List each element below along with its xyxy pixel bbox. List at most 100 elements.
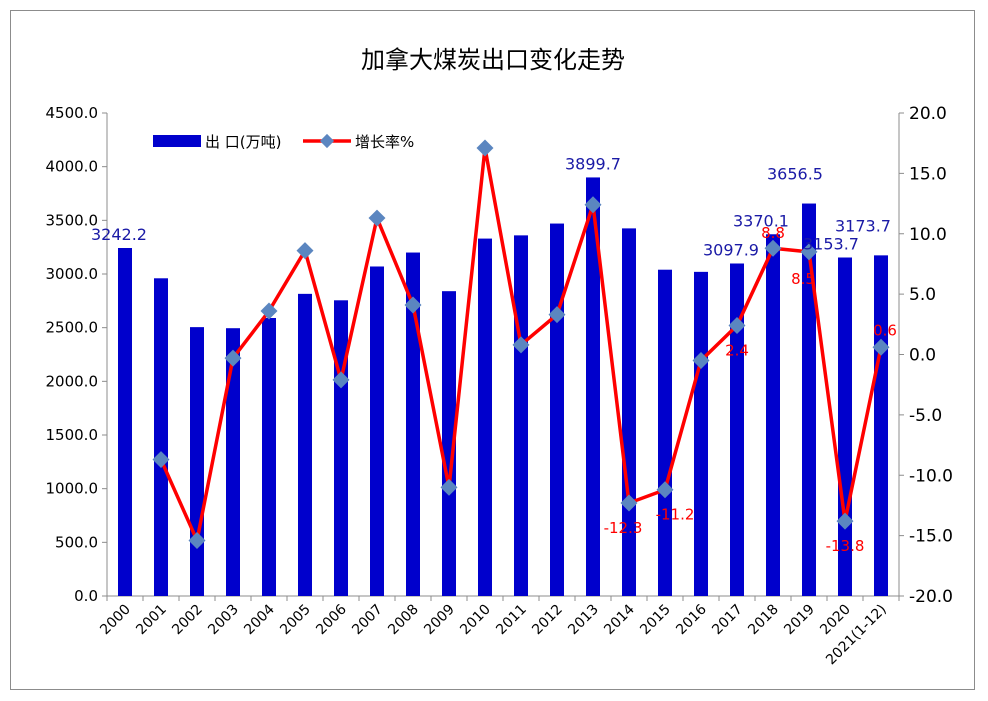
bar — [406, 252, 420, 597]
y-right-tick-label: -20.0 — [909, 587, 953, 607]
rate-value-label: -12.3 — [604, 519, 643, 537]
line-marker — [152, 451, 170, 469]
x-tick-label: 2002 — [169, 602, 206, 639]
rate-value-label: 8.8 — [761, 224, 785, 242]
x-tick-label: 2016 — [673, 601, 710, 638]
bar — [622, 228, 636, 596]
x-tick-label: 2017 — [709, 602, 746, 639]
y-right-tick-label: 15.0 — [909, 164, 947, 184]
y-right-tick-label: 0.0 — [909, 346, 936, 366]
legend-bar-label: 出 口(万吨) — [205, 133, 281, 151]
line-marker — [476, 139, 494, 157]
x-tick-label: 2018 — [745, 602, 782, 639]
x-tick-label: 2014 — [601, 601, 638, 638]
y-left-tick-label: 500.0 — [55, 533, 98, 551]
bar — [658, 269, 672, 596]
rate-value-label: 8.5 — [791, 270, 815, 288]
data-labels: 3242.2 3899.7 3097.9 3370.1 3656.5 3153.73173… — [91, 154, 897, 555]
bar — [550, 223, 564, 596]
line-marker — [620, 494, 638, 512]
x-tick-label: 2007 — [349, 602, 386, 639]
bar-value-label: 3173.7 — [835, 216, 891, 235]
chart: 加拿大煤炭出口变化走势 0.0 500.0 1000.0 1500.0 2000.0 25… — [46, 46, 954, 668]
line-marker — [404, 296, 422, 314]
line-marker — [260, 302, 278, 320]
x-tick-label: 2009 — [421, 602, 458, 639]
line-marker — [224, 349, 242, 367]
line-marker — [836, 512, 854, 530]
bar-value-label: 3656.5 — [767, 165, 823, 184]
bar-value-label: 3097.9 — [703, 240, 759, 259]
line-marker — [584, 196, 602, 214]
bar-value-label: 3153.7 — [803, 235, 859, 254]
x-tick-label: 2011 — [493, 602, 530, 639]
line-marker — [368, 209, 386, 227]
line-marker — [332, 371, 350, 389]
bar — [154, 278, 168, 596]
y-right-tick-label: 20.0 — [909, 104, 947, 124]
bar — [766, 234, 780, 596]
y-left-tick-label: 1000.0 — [46, 480, 99, 498]
x-tick-label: 2004 — [241, 601, 278, 638]
chart-title: 加拿大煤炭出口变化走势 — [361, 46, 625, 74]
line-marker — [188, 531, 206, 549]
bar — [730, 263, 744, 596]
legend-line-marker — [319, 133, 335, 149]
chart-frame: 加拿大煤炭出口变化走势 0.0 500.0 1000.0 1500.0 2000.0 25… — [10, 10, 975, 690]
y-right-tick-label: 10.0 — [909, 225, 947, 245]
bar — [226, 328, 240, 596]
bar — [298, 293, 312, 596]
y-left-tick-label: 0.0 — [74, 587, 98, 605]
x-tick-label: 2012 — [529, 602, 566, 639]
line-marker — [440, 478, 458, 496]
y-right-tick-label: -5.0 — [909, 406, 942, 426]
y-left-tick-label: 2000.0 — [46, 372, 99, 390]
bar — [478, 238, 492, 596]
x-tick-label: 2005 — [277, 602, 314, 639]
bar-value-label: 3242.2 — [91, 225, 147, 244]
line-marker — [512, 336, 530, 354]
line-marker — [548, 306, 566, 324]
bar — [586, 177, 600, 597]
legend: 出 口(万吨) 增长率% — [153, 133, 414, 151]
bar — [334, 300, 348, 596]
y-left-tick-label: 3500.0 — [46, 211, 99, 229]
rate-value-label: 2.4 — [725, 342, 749, 360]
rate-value-label: -13.8 — [826, 537, 865, 555]
line-marker — [296, 242, 314, 260]
x-tick-label: 2013 — [565, 602, 602, 639]
line-marker — [728, 317, 746, 335]
bar — [370, 266, 384, 596]
y-right-tick-label: -15.0 — [909, 527, 953, 547]
rate-value-label: -11.2 — [656, 506, 695, 524]
x-tick-label: 2001 — [133, 602, 170, 639]
bar — [118, 248, 132, 597]
legend-bar-swatch — [153, 135, 201, 147]
x-tick-label: 2003 — [205, 602, 242, 639]
bar — [514, 235, 528, 597]
bar-value-label: 3370.1 — [733, 211, 789, 230]
bar — [874, 255, 888, 596]
legend-line-label: 增长率% — [355, 133, 414, 151]
bar-value-label: 3899.7 — [565, 154, 621, 173]
axes: 0.0 500.0 1000.0 1500.0 2000.0 2500.0 3000.0 35… — [46, 104, 954, 668]
line-marker — [656, 481, 674, 499]
bar — [694, 271, 708, 596]
rate-value-label: 0.6 — [873, 321, 897, 339]
y-left-tick-label: 3000.0 — [46, 265, 99, 283]
bar — [442, 291, 456, 596]
x-tick-label: 2015 — [637, 602, 674, 639]
line-marker — [692, 352, 710, 370]
y-left-tick-label: 4000.0 — [46, 158, 99, 176]
line-series — [152, 139, 890, 549]
line-marker — [872, 338, 890, 356]
x-tick-label: 2006 — [313, 601, 350, 638]
x-tick-label: 2019 — [781, 602, 818, 639]
bar — [262, 318, 276, 596]
y-right-tick-label: 5.0 — [909, 285, 936, 305]
line-marker — [800, 243, 818, 261]
y-left-tick-label: 2500.0 — [46, 319, 99, 337]
y-right-tick-label: -10.0 — [909, 466, 953, 486]
x-tick-label: 2010 — [457, 602, 494, 639]
bar — [802, 203, 816, 597]
